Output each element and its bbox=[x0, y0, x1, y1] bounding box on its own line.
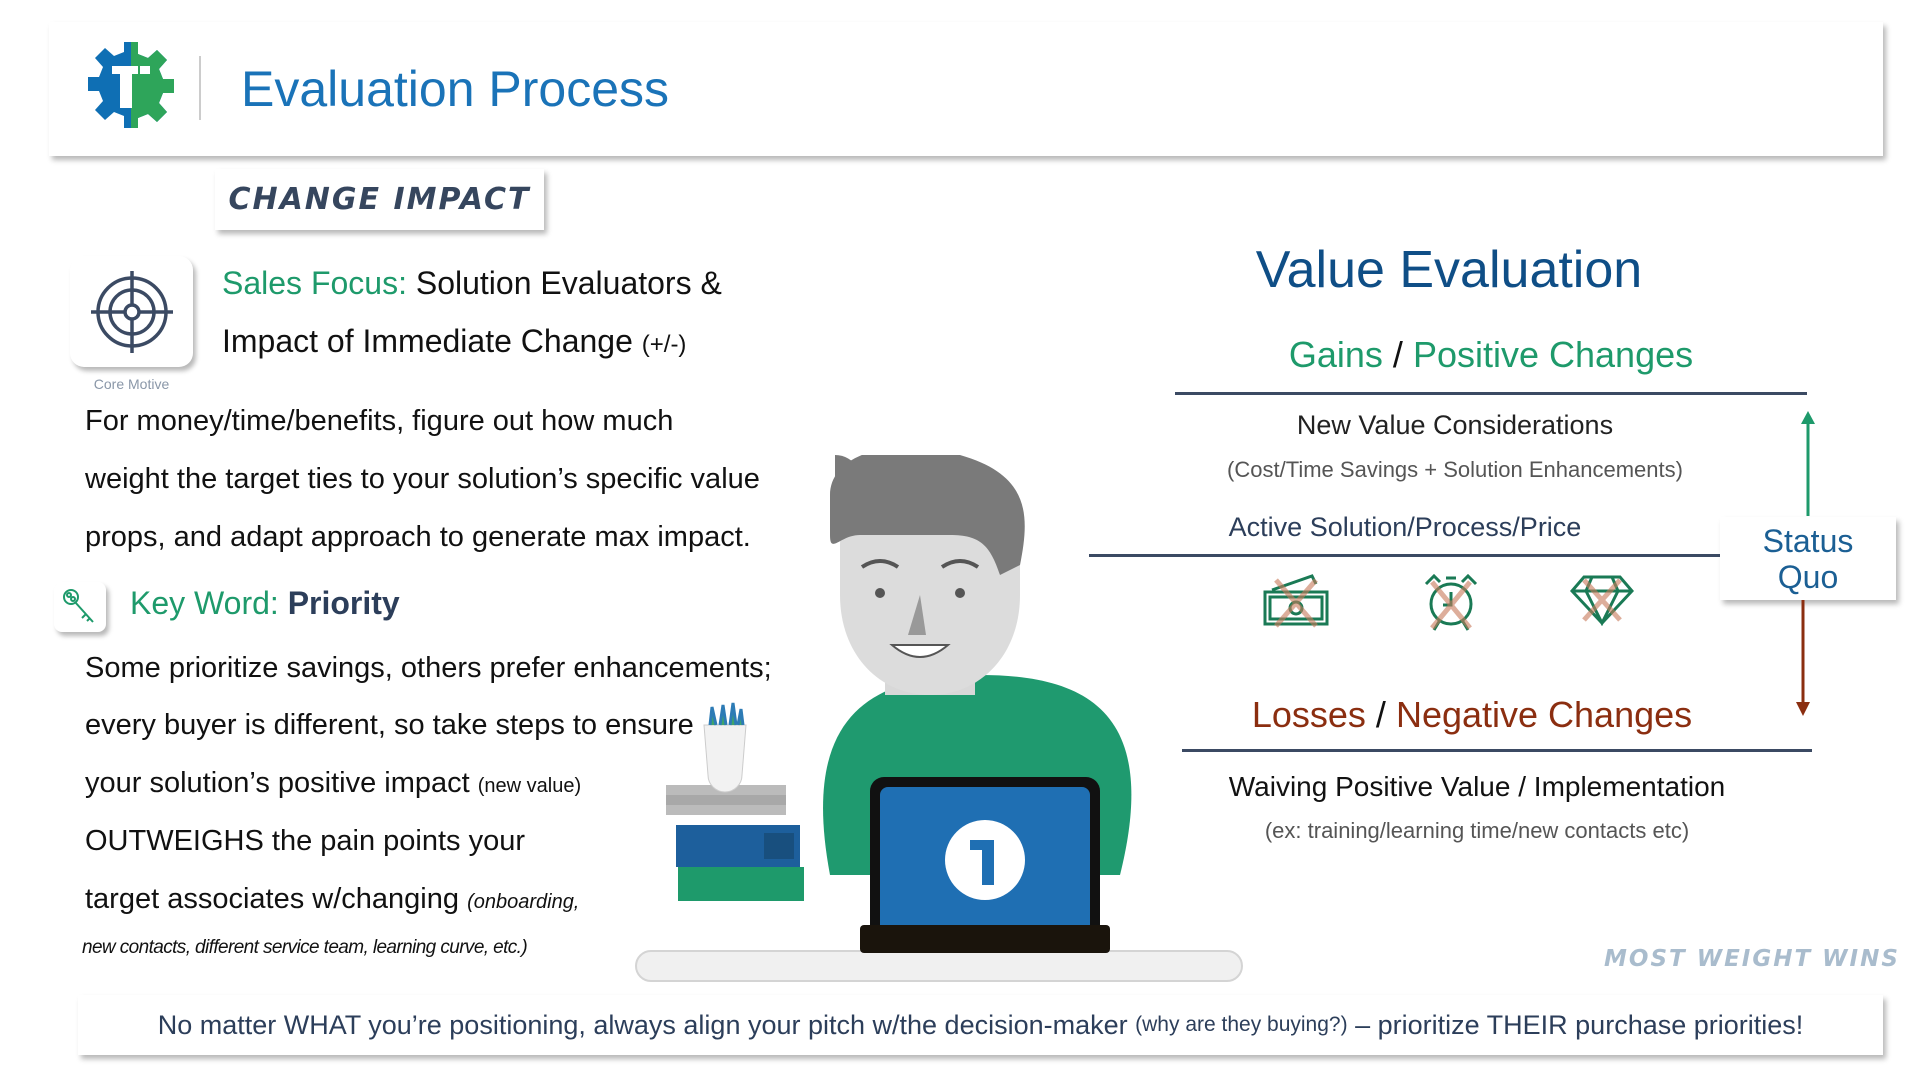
desk bbox=[635, 950, 1243, 982]
page-title: Evaluation Process bbox=[241, 61, 670, 117]
losses-rule bbox=[1182, 749, 1812, 752]
new-value-note: (Cost/Time Savings + Solution Enhancemen… bbox=[1227, 457, 1683, 482]
logo-gear-icon bbox=[88, 42, 174, 128]
paragraph2-line: new contacts, different service team, le… bbox=[82, 937, 528, 958]
header-card bbox=[49, 22, 1883, 156]
alarm-clock-crossed-icon bbox=[1424, 573, 1478, 631]
separator: / bbox=[1392, 334, 1403, 375]
sales-focus-text: Solution Evaluators & bbox=[415, 265, 722, 301]
negative-changes-label: Negative Changes bbox=[1395, 694, 1693, 735]
target-icon bbox=[90, 270, 173, 353]
paragraph2-line: every buyer is different, so take steps … bbox=[85, 709, 694, 741]
waiving-label: Waiving Positive Value / Implementation bbox=[1228, 771, 1726, 802]
paragraph2-line: target associates w/changing (onboarding… bbox=[85, 883, 579, 916]
core-motive-card bbox=[70, 256, 193, 367]
paragraph2-text: target associates w/changing bbox=[85, 883, 459, 915]
footer-text-2: – prioritize THEIR purchase priorities! bbox=[1355, 1009, 1804, 1040]
status-quo-box: Status Quo bbox=[1720, 517, 1896, 600]
paragraph1-line: For money/time/benefits, figure out how … bbox=[85, 405, 674, 437]
core-motive-caption: Core Motive bbox=[93, 376, 170, 392]
person-at-laptop-illustration bbox=[635, 455, 1243, 982]
status-quo-rule bbox=[1089, 554, 1721, 557]
gains-rule bbox=[1175, 392, 1807, 395]
paragraph2-note: (onboarding, bbox=[467, 891, 580, 913]
waiving-note: (ex: training/learning time/new contacts… bbox=[1264, 818, 1690, 843]
status-quo-line1: Status bbox=[1762, 522, 1854, 559]
books-and-pencils bbox=[666, 702, 804, 901]
sales-focus-line2: Impact of Immediate Change (+/-) bbox=[222, 323, 686, 360]
footer-text: No matter WHAT you’re positioning, alway… bbox=[157, 1009, 1128, 1040]
money-crossed-icon bbox=[1263, 574, 1329, 628]
paragraph2-line: Some prioritize savings, others prefer e… bbox=[85, 652, 772, 684]
sales-focus-line1: Sales Focus: Solution Evaluators & bbox=[222, 265, 722, 302]
footer-note: (why are they buying?) bbox=[1135, 1013, 1348, 1036]
key-word: Key Word: Priority bbox=[130, 585, 400, 622]
gains-heading: Gains / Positive Changes bbox=[1175, 334, 1807, 376]
paragraph1-line: weight the target ties to your solution’… bbox=[85, 463, 760, 495]
separator: / bbox=[1375, 694, 1386, 735]
down-arrow-losses bbox=[1796, 600, 1810, 716]
paragraph2-line: OUTWEIGHS the pain points your bbox=[85, 825, 525, 857]
paragraph1-line: props, and adapt approach to generate ma… bbox=[85, 521, 751, 553]
paragraph2-line: your solution’s positive impact (new val… bbox=[85, 767, 581, 800]
sales-focus-text-2: Impact of Immediate Change bbox=[222, 323, 633, 359]
key-word-value: Priority bbox=[287, 585, 400, 621]
sales-focus-suffix: (+/-) bbox=[641, 331, 687, 358]
key-word-label: Key Word: bbox=[130, 585, 279, 621]
paragraph2-text: your solution’s positive impact bbox=[85, 767, 470, 799]
up-arrow-gains bbox=[1801, 411, 1815, 516]
paragraph2-note: (new value) bbox=[477, 775, 582, 797]
positive-changes-label: Positive Changes bbox=[1412, 334, 1694, 375]
active-solution-label: Active Solution/Process/Price bbox=[1228, 512, 1582, 542]
header-divider bbox=[199, 56, 201, 120]
value-evaluation-title: Value Evaluation bbox=[1255, 241, 1643, 299]
laptop bbox=[860, 777, 1110, 953]
sales-focus-label: Sales Focus: bbox=[222, 265, 407, 301]
most-weight-wins: MOST WEIGHT WINS bbox=[1604, 946, 1900, 972]
key-icon-card bbox=[54, 582, 106, 632]
key-icon bbox=[63, 589, 94, 623]
gains-label: Gains bbox=[1288, 334, 1383, 375]
new-value-considerations: New Value Considerations bbox=[1296, 410, 1614, 440]
section-label: CHANGE IMPACT bbox=[215, 169, 544, 230]
losses-label: Losses bbox=[1251, 694, 1366, 735]
status-quo-line2: Quo bbox=[1777, 558, 1839, 595]
diamond-crossed-icon bbox=[1570, 575, 1634, 626]
footer-banner: No matter WHAT you’re positioning, alway… bbox=[78, 995, 1883, 1055]
losses-heading: Losses / Negative Changes bbox=[1182, 694, 1762, 736]
